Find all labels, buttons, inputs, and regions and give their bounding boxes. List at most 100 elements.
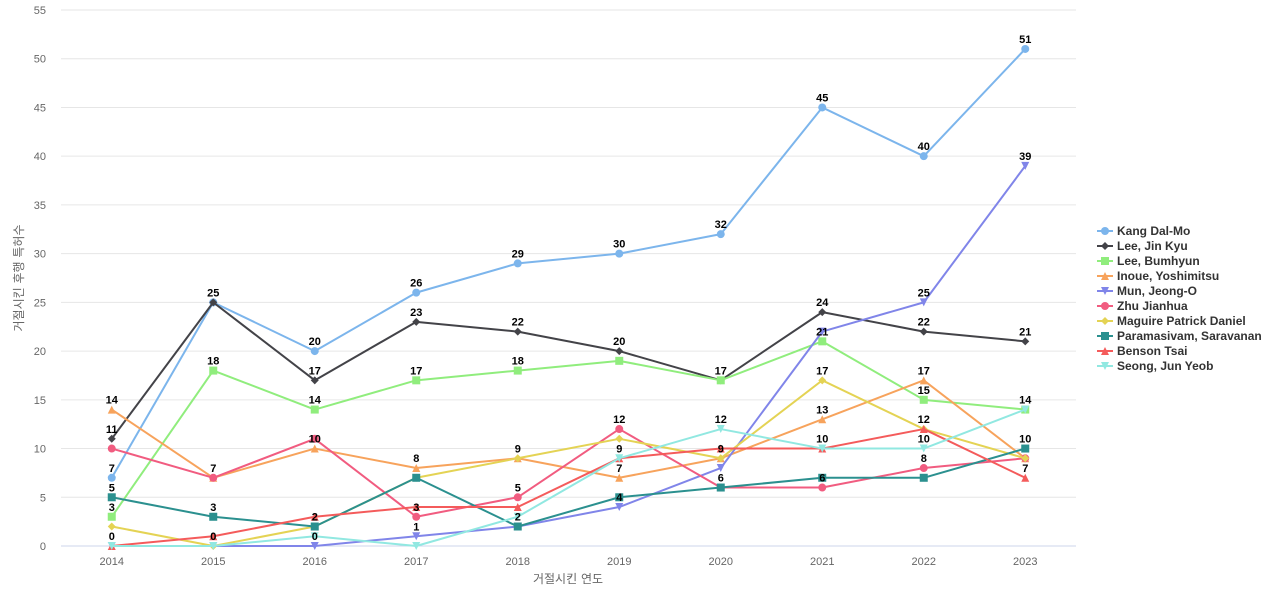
data-label: 26 [410, 278, 422, 290]
legend-item[interactable]: Maguire Patrick Daniel [1097, 314, 1246, 328]
data-point [818, 337, 827, 346]
y-tick-label: 20 [34, 346, 46, 358]
data-point [310, 376, 319, 385]
data-point [513, 493, 522, 502]
legend-label: Lee, Bumhyun [1117, 254, 1200, 268]
data-point [513, 366, 522, 375]
data-label: 18 [207, 356, 219, 368]
data-point [412, 473, 421, 482]
legend-item[interactable]: Lee, Jin Kyu [1097, 239, 1188, 253]
legend-item[interactable]: Benson Tsai [1097, 344, 1187, 358]
data-point [513, 522, 522, 531]
data-point [513, 327, 522, 336]
legend-marker [1101, 272, 1109, 280]
data-label: 25 [918, 287, 930, 299]
data-point [107, 444, 116, 453]
data-point [107, 522, 116, 531]
data-label: 17 [918, 365, 930, 377]
legend-marker [1101, 257, 1109, 265]
data-label: 9 [616, 443, 622, 455]
series-line [111, 428, 1026, 518]
data-label: 39 [1019, 151, 1031, 163]
y-tick-label: 55 [34, 5, 46, 17]
data-label: 10 [309, 434, 321, 446]
x-tick-label: 2021 [810, 556, 834, 568]
series-line [111, 408, 1026, 547]
data-label: 9 [718, 443, 724, 455]
data-label: 4 [616, 492, 623, 504]
x-tick-label: 2016 [303, 556, 327, 568]
data-point [615, 425, 624, 434]
y-axis-title: 거절시킨 후행 특허수 [11, 225, 26, 332]
data-point [310, 434, 319, 443]
data-label: 24 [816, 297, 829, 309]
x-tick-label: 2014 [100, 556, 124, 568]
data-label: 51 [1019, 34, 1031, 46]
data-point [818, 444, 827, 453]
data-point [513, 512, 522, 521]
legend-item[interactable]: Paramasivam, Saravanan [1097, 329, 1262, 343]
series-8 [107, 444, 1030, 531]
data-label: 6 [819, 473, 825, 485]
legend-label: Inoue, Yoshimitsu [1117, 269, 1219, 283]
legend-item[interactable]: Kang Dal-Mo [1097, 224, 1190, 238]
data-point [919, 473, 928, 482]
grid-lines [61, 9, 1076, 498]
y-tick-label: 0 [40, 541, 46, 553]
data-point [615, 493, 624, 502]
series-3 [107, 337, 1030, 521]
data-point [412, 464, 421, 473]
x-tick-label: 2023 [1013, 556, 1037, 568]
data-point [919, 464, 928, 473]
data-point [209, 473, 218, 482]
data-point [310, 347, 319, 356]
data-point [513, 503, 522, 512]
data-label: 7 [1022, 463, 1028, 475]
data-point [310, 522, 319, 531]
data-point [1021, 44, 1030, 53]
data-label: 12 [715, 414, 727, 426]
data-label: 10 [816, 434, 828, 446]
data-label: 12 [918, 414, 930, 426]
series-line [111, 379, 1026, 547]
data-point [209, 298, 218, 307]
legend-item[interactable]: Mun, Jeong-O [1097, 284, 1197, 298]
data-point [412, 503, 421, 512]
legend-label: Paramasivam, Saravanan [1117, 329, 1262, 343]
x-axis-title: 거절시킨 연도 [533, 572, 603, 586]
data-point [818, 415, 827, 424]
data-label: 3 [109, 502, 115, 514]
data-label: 8 [921, 453, 927, 465]
data-point [1021, 405, 1030, 414]
data-label: 6 [718, 473, 724, 485]
series-line [110, 301, 1026, 440]
data-point [716, 376, 725, 385]
x-tick-label: 2017 [404, 556, 428, 568]
legend-item[interactable]: Lee, Bumhyun [1097, 254, 1200, 268]
data-label: 45 [816, 92, 828, 104]
data-point [818, 483, 827, 492]
data-point [1021, 454, 1030, 463]
data-label: 10 [918, 434, 930, 446]
data-label: 29 [512, 248, 524, 260]
data-point [818, 473, 827, 482]
y-tick-label: 35 [34, 200, 46, 212]
data-point [716, 444, 725, 453]
y-tick-label: 30 [34, 249, 46, 261]
data-label: 3 [210, 502, 216, 514]
legend-item[interactable]: Seong, Jun Yeob [1097, 359, 1213, 373]
legend-item[interactable]: Inoue, Yoshimitsu [1097, 269, 1219, 283]
data-point [615, 434, 624, 443]
data-label: 14 [1019, 395, 1032, 407]
data-label: 13 [816, 404, 828, 416]
data-label: 5 [515, 482, 521, 494]
data-point [615, 347, 624, 356]
y-axis-ticks: 0 5 10 15 20 25 30 35 40 45 50 55 [34, 5, 46, 553]
legend-item[interactable]: Zhu Jianhua [1097, 299, 1188, 313]
data-point [310, 444, 319, 453]
data-point [716, 230, 725, 239]
data-point [919, 376, 928, 385]
